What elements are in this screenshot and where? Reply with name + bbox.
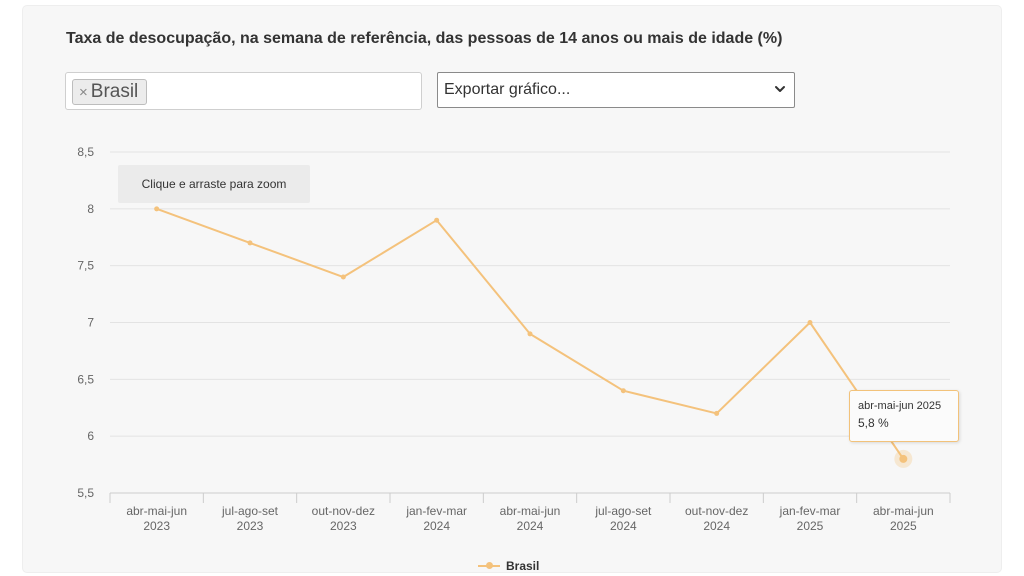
- x-tick-label: jul-ago-set 2023: [221, 504, 279, 533]
- filter-tag-label: Brasil: [90, 81, 139, 102]
- x-tick-label: jul-ago-set 2024: [594, 504, 652, 533]
- data-point[interactable]: [434, 217, 440, 223]
- data-point[interactable]: [154, 206, 160, 212]
- data-point[interactable]: [620, 388, 626, 394]
- y-tick-label: 6,5: [77, 372, 94, 386]
- chart-title: Taxa de desocupação, na semana de referê…: [66, 30, 783, 47]
- data-point[interactable]: [714, 410, 720, 416]
- y-tick-label: 5,5: [77, 486, 94, 500]
- legend-label: Brasil: [506, 559, 540, 573]
- legend-swatch: [478, 562, 500, 569]
- location-filter-input[interactable]: × Brasil: [65, 72, 422, 110]
- x-tick-label: jan-fev-mar 2025: [779, 504, 841, 533]
- y-tick-label: 7,5: [77, 259, 94, 273]
- y-tick-label: 8: [87, 202, 94, 216]
- x-tick-label: out-nov-dez 2023: [312, 504, 375, 533]
- filter-tag-brasil: × Brasil: [72, 79, 148, 105]
- y-tick-label: 8,5: [77, 145, 94, 159]
- tooltip-value: 5,8 %: [858, 416, 889, 430]
- y-tick-label: 7: [87, 316, 94, 330]
- data-point[interactable]: [247, 240, 253, 246]
- chevron-down-icon: [775, 86, 785, 92]
- remove-tag-icon[interactable]: ×: [79, 83, 88, 101]
- export-select-value: Exportar gráfico...: [444, 81, 571, 98]
- x-tick-label: abr-mai-jun 2024: [500, 504, 561, 533]
- tooltip-category: abr-mai-jun 2025: [858, 400, 942, 412]
- x-tick-label: abr-mai-jun 2023: [126, 504, 187, 533]
- data-point[interactable]: [340, 274, 346, 280]
- export-chart-select[interactable]: Exportar gráfico...: [437, 72, 795, 108]
- data-tooltip: abr-mai-jun 2025 5,8 %: [849, 390, 959, 442]
- x-tick-label: out-nov-dez 2024: [685, 504, 748, 533]
- y-tick-label: 6: [87, 429, 94, 443]
- x-tick-label: abr-mai-jun 2025: [873, 504, 934, 533]
- legend-item-brasil[interactable]: Brasil: [478, 557, 539, 575]
- x-tick-label: jan-fev-mar 2024: [405, 504, 467, 533]
- zoom-hint: Clique e arraste para zoom: [118, 165, 310, 203]
- data-point[interactable]: [527, 331, 533, 337]
- data-point[interactable]: [807, 320, 813, 325]
- data-point[interactable]: [899, 454, 908, 463]
